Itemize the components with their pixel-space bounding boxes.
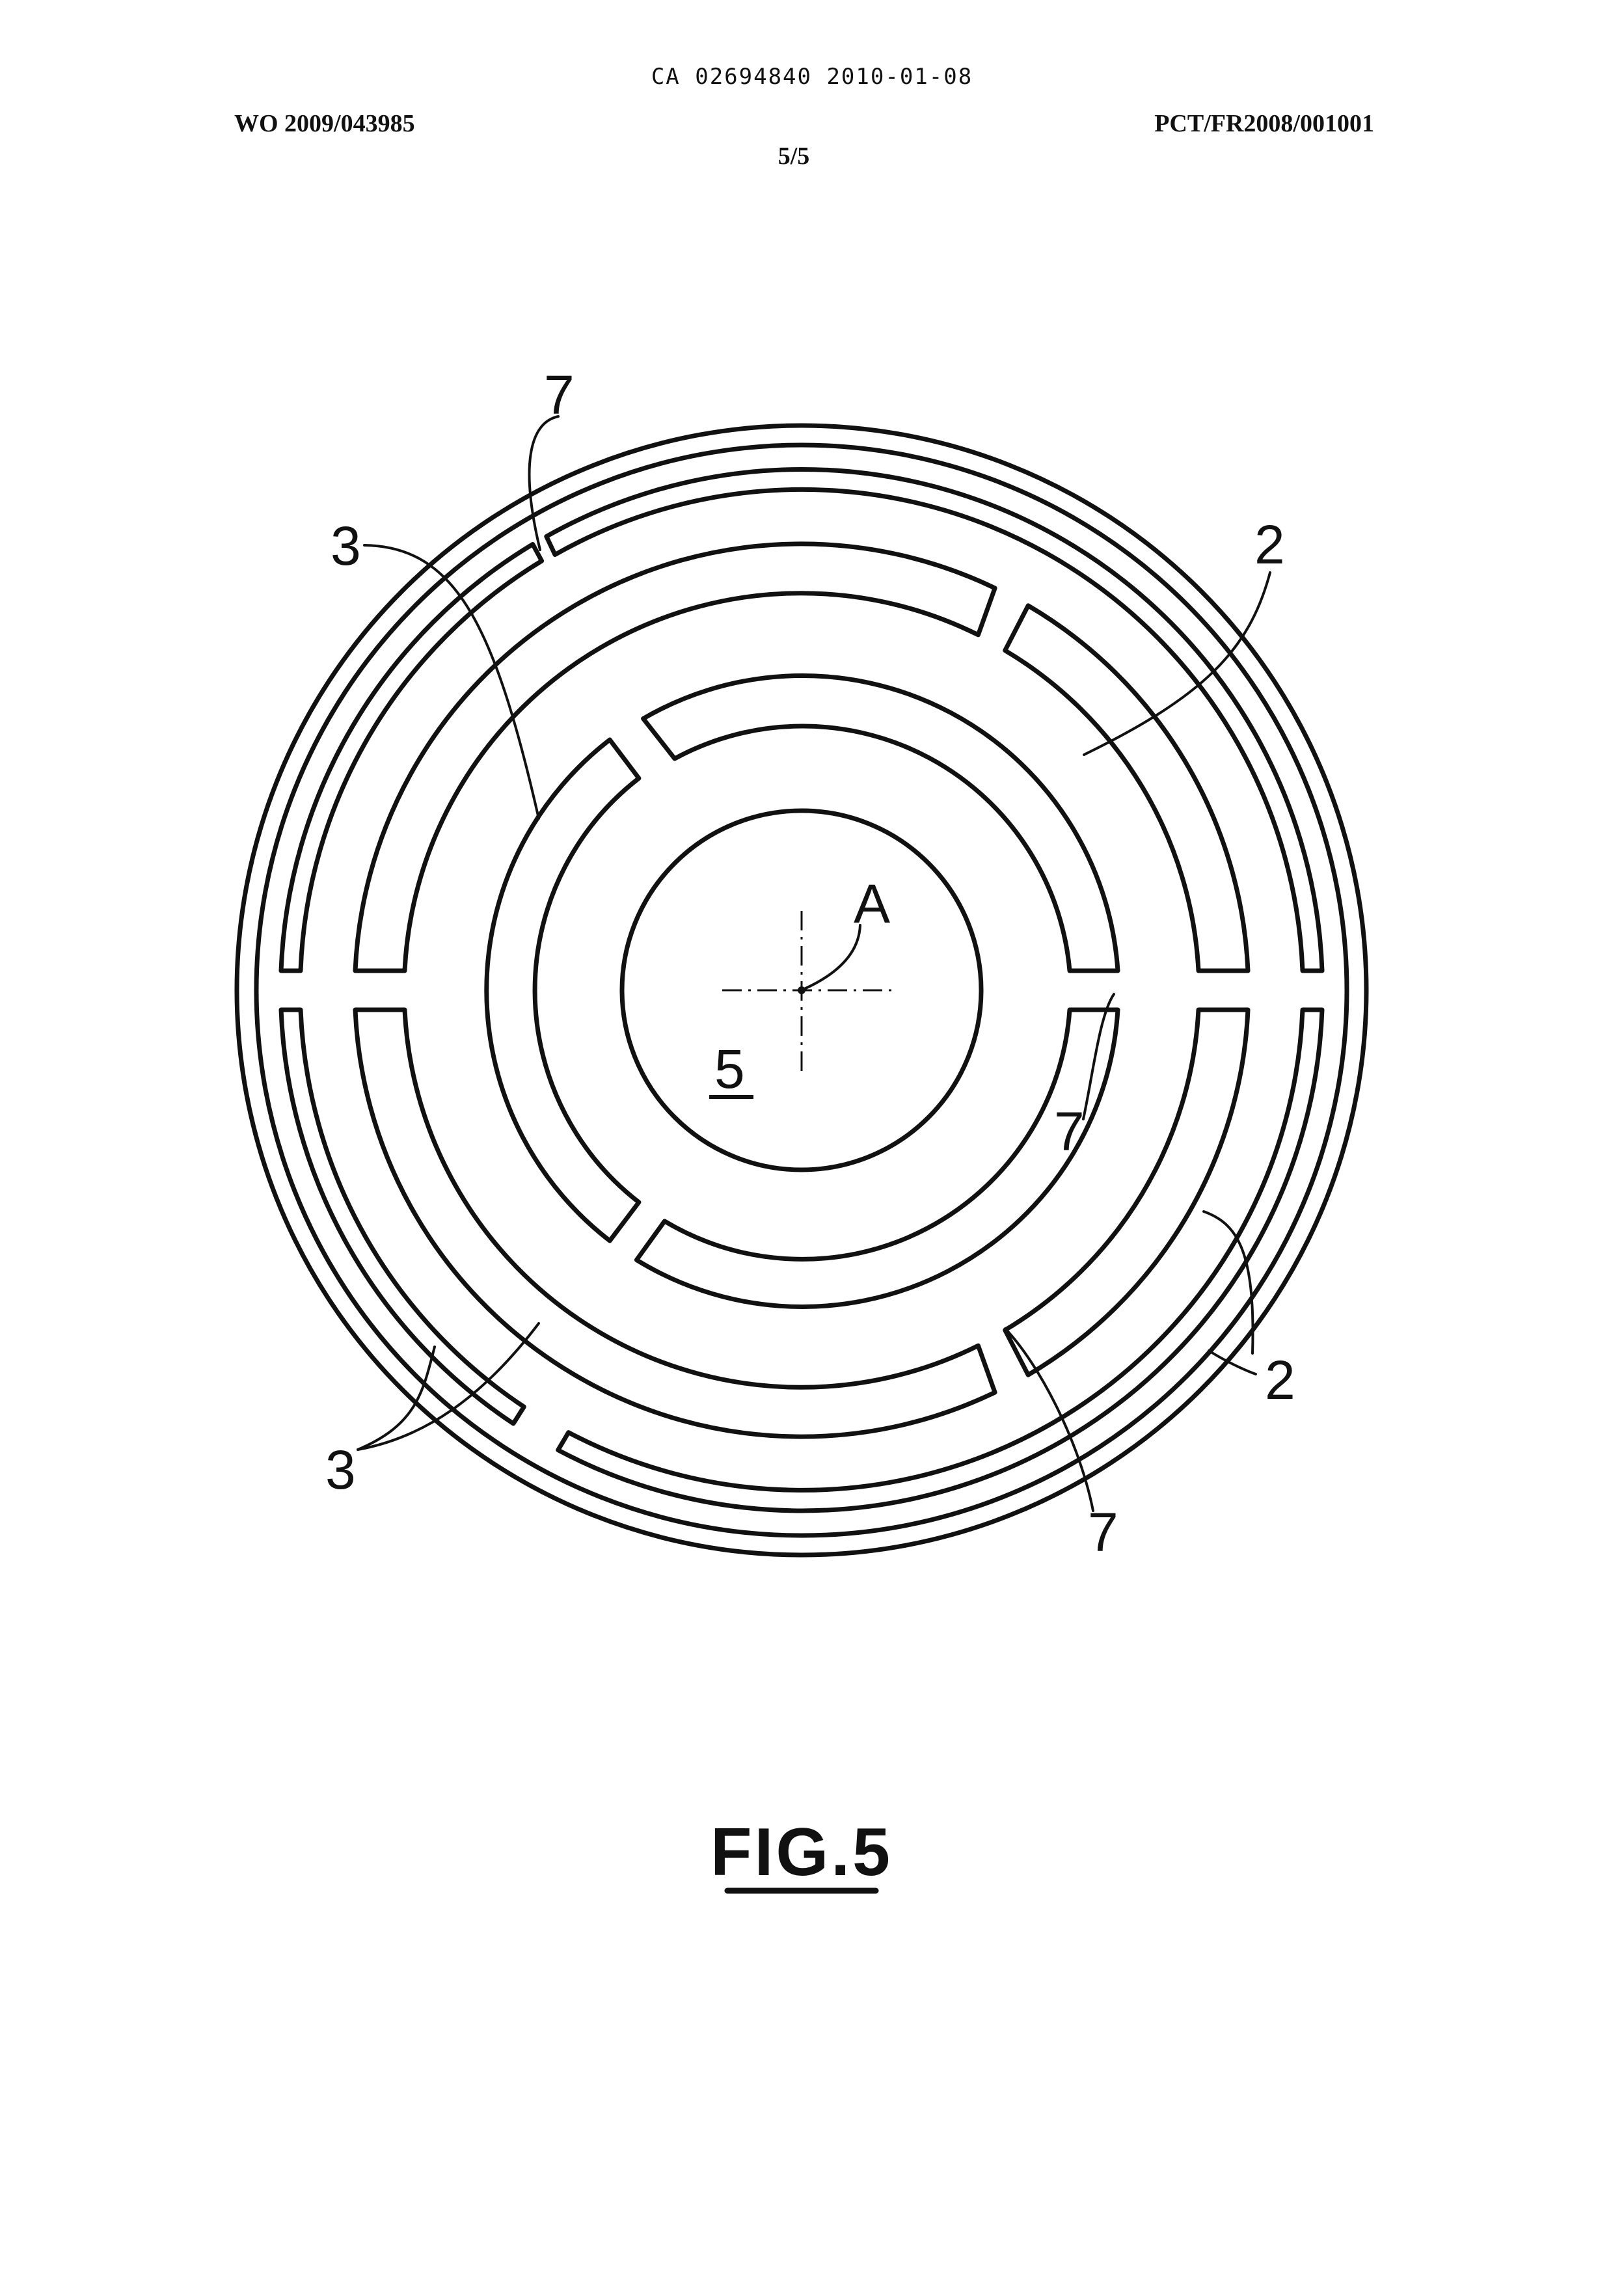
label-top-right-2: 2 xyxy=(1254,514,1285,575)
ring1-arc-right xyxy=(558,1010,1322,1511)
ring3-arc-right xyxy=(636,1010,1118,1306)
label-left-3: 3 xyxy=(331,515,361,576)
label-bottom-right-2: 2 xyxy=(1265,1349,1295,1411)
leader-left-3 xyxy=(364,545,539,818)
leader-bottom-left-3a xyxy=(358,1347,435,1450)
leader-axis-A xyxy=(804,925,860,989)
label-top-left-7: 7 xyxy=(544,364,575,426)
ring3-arc-left xyxy=(487,740,639,1241)
label-center-5: 5 xyxy=(714,1038,745,1100)
ring2-arc-lower-right xyxy=(1005,1010,1248,1375)
figure-caption: FIG.5 xyxy=(710,1815,893,1890)
label-right-7: 7 xyxy=(1054,1101,1085,1162)
label-bottom-right-7: 7 xyxy=(1088,1502,1118,1563)
label-bottom-left-3: 3 xyxy=(325,1439,356,1500)
label-axis-A: A xyxy=(854,873,890,934)
ring1-arc-top xyxy=(547,469,1322,971)
leader-top-right-2 xyxy=(1084,573,1270,755)
